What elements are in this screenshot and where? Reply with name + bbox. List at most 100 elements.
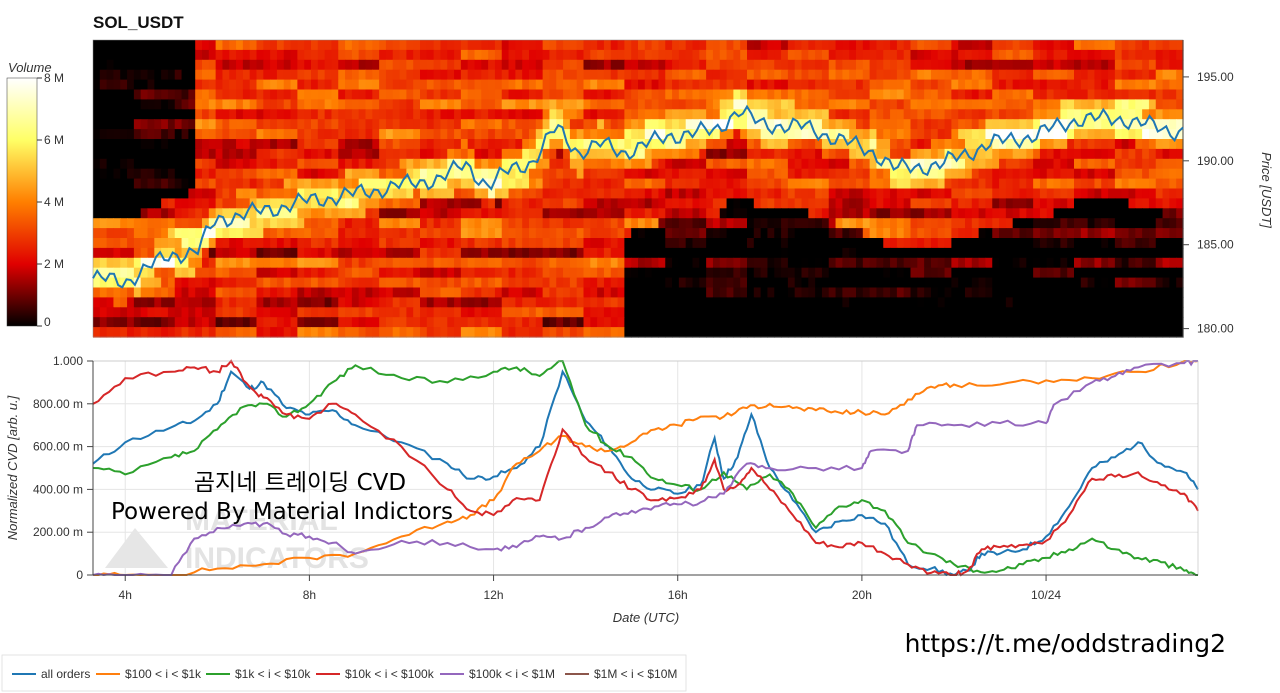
heatmap-cell (740, 327, 748, 338)
heatmap-cell (331, 287, 339, 298)
heatmap-cell (1094, 228, 1102, 239)
heatmap-cell (1101, 59, 1109, 71)
heatmap-cell (420, 208, 428, 219)
heatmap-cell (978, 198, 987, 209)
heatmap-cell (665, 327, 673, 338)
heatmap-cell (188, 218, 196, 229)
heatmap-cell (161, 119, 169, 130)
heatmap-cell (910, 208, 918, 219)
heatmap-cell (154, 168, 162, 180)
heatmap-cell (726, 317, 734, 328)
legend-item[interactable]: $100 < i < $1k (125, 667, 202, 681)
heatmap-cell (202, 287, 210, 298)
legend-item[interactable]: $100k < i < $1M (469, 667, 555, 681)
heatmap-cell (747, 158, 755, 170)
heatmap-cell (161, 99, 169, 110)
heatmap-cell (726, 178, 734, 190)
heatmap-cell (535, 59, 544, 71)
heatmap-cell (815, 287, 823, 298)
heatmap-cell (542, 99, 551, 110)
heatmap-cell (930, 228, 939, 239)
heatmap-cell (215, 317, 224, 328)
heatmap-cell (781, 148, 789, 160)
heatmap-cell (208, 59, 217, 71)
heatmap-cell (958, 307, 966, 318)
heatmap-cell (120, 79, 128, 91)
heatmap-cell (951, 317, 959, 328)
heatmap-cell (835, 59, 843, 71)
heatmap-cell (665, 158, 673, 170)
heatmap-cell (140, 99, 149, 110)
heatmap-cell (1033, 109, 1041, 120)
heatmap-cell (706, 307, 714, 318)
heatmap-cell (249, 307, 258, 318)
heatmap-cell (501, 267, 510, 279)
heatmap-cell (161, 297, 169, 308)
heatmap-cell (638, 119, 646, 130)
heatmap-cell (127, 277, 135, 289)
heatmap-cell (985, 99, 993, 110)
heatmap-cell (1094, 208, 1102, 219)
heatmap-cell (229, 208, 237, 219)
heatmap-cell (924, 208, 932, 219)
heatmap-cell (910, 40, 918, 51)
heatmap-cell (242, 109, 251, 120)
heatmap-cell (1060, 69, 1068, 81)
heatmap-cell (120, 238, 128, 249)
heatmap-cell (106, 119, 115, 130)
heatmap-cell (392, 158, 401, 170)
heatmap-cell (794, 59, 803, 71)
heatmap-cell (147, 129, 155, 140)
heatmap-cell (774, 247, 782, 259)
heatmap-cell (467, 257, 476, 269)
heatmap-cell (767, 257, 775, 269)
heatmap-cell (603, 148, 612, 160)
telegram-url[interactable]: https://t.me/oddstrading2 (905, 629, 1226, 658)
heatmap-cell (1026, 148, 1034, 160)
heatmap-cell (726, 119, 734, 130)
heatmap-cell (924, 287, 932, 298)
heatmap-cell (1135, 238, 1143, 249)
heatmap-cell (1039, 59, 1048, 71)
heatmap-cell (794, 158, 803, 170)
heatmap-cell (658, 257, 666, 269)
heatmap-cell (440, 208, 448, 219)
heatmap-cell (774, 198, 782, 209)
heatmap-cell (202, 40, 210, 51)
heatmap-cell (1080, 228, 1089, 239)
heatmap-cell (195, 178, 203, 190)
heatmap-cell (815, 198, 823, 209)
heatmap-cell (590, 327, 598, 338)
heatmap-cell (1087, 119, 1096, 130)
heatmap-cell (699, 297, 707, 308)
heatmap-cell (426, 297, 435, 308)
heatmap-cell (1019, 158, 1027, 170)
heatmap-cell (304, 287, 312, 298)
heatmap-cell (236, 49, 244, 61)
heatmap-cell (985, 148, 993, 160)
heatmap-cell (113, 287, 121, 298)
heatmap-cell (420, 89, 428, 100)
legend-item[interactable]: $10k < i < $100k (345, 667, 435, 681)
heatmap-cell (365, 257, 373, 269)
legend-item[interactable]: $1k < i < $10k (235, 667, 311, 681)
heatmap-cell (345, 99, 353, 110)
heatmap-cell (692, 148, 700, 160)
heatmap-cell (1060, 307, 1068, 318)
heatmap-cell (127, 168, 135, 180)
heatmap-cell (740, 119, 748, 130)
heatmap-cell (712, 59, 721, 71)
heatmap-cell (965, 40, 973, 51)
legend-item[interactable]: all orders (41, 667, 90, 681)
heatmap-cell (624, 267, 632, 279)
heatmap-cell (644, 317, 653, 328)
heatmap-cell (324, 99, 333, 110)
heatmap-cell (869, 49, 878, 61)
heatmap-cell (460, 287, 469, 298)
heatmap-cell (1101, 228, 1109, 239)
heatmap-cell (433, 327, 442, 338)
legend-item[interactable]: $1M < i < $10M (594, 667, 677, 681)
heatmap-cell (488, 307, 496, 318)
heatmap-cell (862, 129, 871, 140)
